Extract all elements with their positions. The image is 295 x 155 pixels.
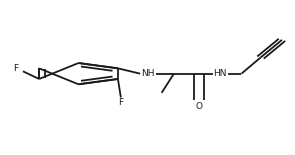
- Text: F: F: [13, 64, 18, 73]
- Text: O: O: [195, 102, 202, 111]
- Text: HN: HN: [213, 69, 226, 78]
- Text: NH: NH: [141, 69, 154, 78]
- Text: F: F: [118, 97, 123, 106]
